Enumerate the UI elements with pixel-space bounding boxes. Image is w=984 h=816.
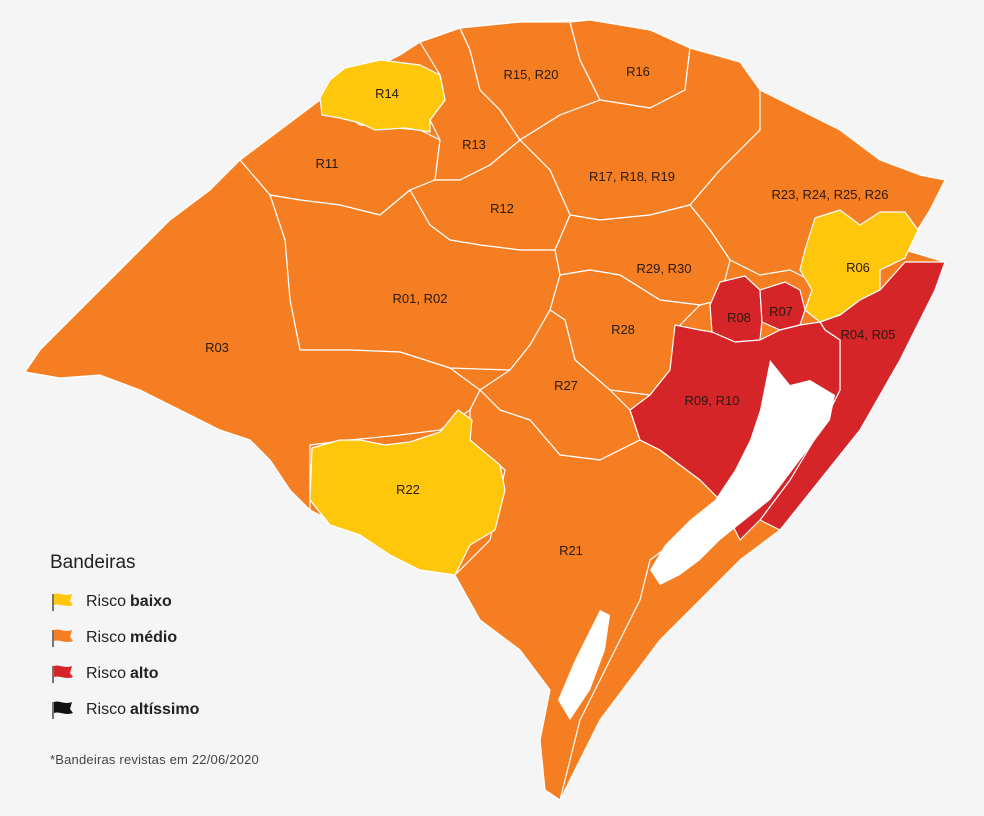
legend-title: Bandeiras	[50, 552, 136, 573]
orange-flag-icon	[52, 629, 73, 647]
label-R16: R16	[626, 64, 650, 79]
legend-level: alto	[130, 665, 159, 682]
label-R06: R06	[846, 260, 870, 275]
label-R29-R30: R29, R30	[637, 261, 692, 276]
lagoa-mirim	[558, 610, 610, 720]
region-R21	[454, 389, 721, 801]
red-flag-icon	[52, 665, 73, 683]
label-R13: R13	[462, 137, 486, 152]
region-R22	[309, 409, 506, 576]
legend-level: baixo	[130, 593, 172, 610]
label-R28: R28	[611, 322, 635, 337]
label-R11: R11	[316, 156, 339, 171]
label-R14: R14	[375, 86, 399, 101]
label-R15-R20: R15, R20	[504, 67, 559, 82]
label-R22: R22	[396, 482, 420, 497]
label-R01-R02: R01, R02	[393, 291, 448, 306]
label-R21: R21	[559, 543, 583, 558]
label-R12: R12	[490, 201, 514, 216]
region-R08	[709, 275, 763, 343]
region-R14	[319, 59, 446, 133]
legend: Bandeiras Risco baixo Risco médio Risco …	[50, 552, 199, 728]
label-R03: R03	[205, 340, 229, 355]
label-R08: R08	[727, 310, 751, 325]
lagoa-dos-patos	[650, 360, 835, 585]
legend-prefix: Risco	[86, 593, 127, 610]
label-R17-R19: R17, R18, R19	[589, 169, 675, 184]
legend-prefix: Risco	[86, 701, 127, 718]
label-R23-R26: R23, R24, R25, R26	[771, 187, 888, 202]
legend-item-baixo: Risco baixo	[50, 584, 199, 620]
label-R27: R27	[554, 378, 578, 393]
legend-level: médio	[130, 629, 178, 646]
black-flag-icon	[52, 701, 73, 719]
label-R07: R07	[769, 304, 793, 319]
legend-item-medio: Risco médio	[50, 620, 199, 656]
legend-level: altíssimo	[130, 701, 200, 718]
label-R04-R05: R04, R05	[841, 327, 896, 342]
legend-item-alto: Risco alto	[50, 656, 199, 692]
legend-item-altissimo: Risco altíssimo	[50, 692, 199, 728]
footnote: *Bandeiras revistas em 22/06/2020	[50, 752, 259, 767]
yellow-flag-icon	[52, 593, 73, 611]
legend-prefix: Risco	[86, 629, 127, 646]
label-R09-R10: R09, R10	[685, 393, 740, 408]
region-R07	[759, 281, 806, 331]
legend-prefix: Risco	[86, 665, 127, 682]
